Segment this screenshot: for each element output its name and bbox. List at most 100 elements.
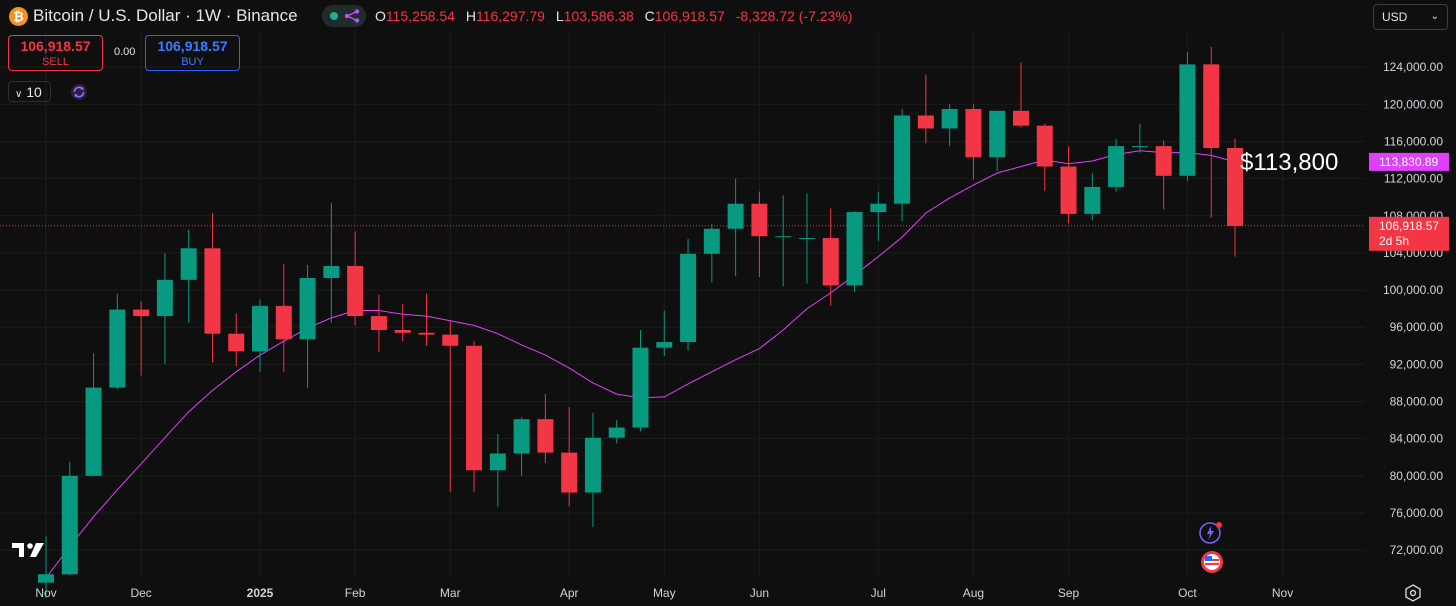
candle-body bbox=[204, 248, 221, 334]
spread-value: 0.00 bbox=[114, 46, 136, 58]
candle[interactable] bbox=[1036, 123, 1053, 191]
ma-value-label: 113,830.89 bbox=[1379, 155, 1438, 169]
sell-button[interactable]: 106,918.57 SELL bbox=[8, 35, 103, 71]
candle-body bbox=[489, 453, 506, 471]
low-key: L bbox=[555, 8, 564, 24]
candle[interactable] bbox=[656, 310, 673, 357]
candle-body bbox=[275, 305, 292, 340]
candle[interactable] bbox=[1179, 52, 1196, 182]
high-value: 116,297.79 bbox=[475, 8, 545, 24]
candle[interactable] bbox=[1227, 138, 1243, 257]
candle[interactable] bbox=[775, 195, 792, 287]
candle[interactable] bbox=[228, 313, 245, 367]
y-tick-label: 112,000.00 bbox=[1384, 172, 1443, 186]
price-axis[interactable]: 72,000.00 76,000.00 80,000.00 84,000.00 88,0… bbox=[1383, 60, 1443, 557]
x-tick-label: Apr bbox=[560, 586, 579, 600]
candle[interactable] bbox=[798, 193, 815, 284]
candle[interactable] bbox=[466, 341, 483, 492]
candle[interactable] bbox=[846, 211, 863, 292]
candle[interactable] bbox=[156, 252, 173, 365]
candle-body bbox=[299, 277, 316, 340]
candle-body bbox=[370, 316, 387, 331]
candle[interactable] bbox=[513, 417, 530, 476]
candle[interactable] bbox=[347, 231, 364, 326]
candle-body bbox=[1131, 146, 1148, 148]
candle[interactable] bbox=[965, 104, 982, 180]
tradingview-logo-icon[interactable] bbox=[12, 540, 48, 560]
candle[interactable] bbox=[252, 299, 269, 372]
candle-body bbox=[775, 236, 792, 238]
candle[interactable] bbox=[703, 224, 720, 283]
interval-dropdown[interactable]: ∨ 10 bbox=[8, 81, 51, 102]
candle[interactable] bbox=[323, 202, 340, 323]
candle[interactable] bbox=[370, 294, 387, 353]
candle[interactable] bbox=[85, 353, 102, 476]
candle[interactable] bbox=[584, 412, 601, 527]
candle[interactable] bbox=[299, 264, 316, 388]
candle[interactable] bbox=[751, 191, 768, 278]
candle[interactable] bbox=[870, 191, 887, 241]
candle[interactable] bbox=[133, 301, 150, 376]
x-tick-label: Nov bbox=[35, 586, 56, 600]
candle[interactable] bbox=[489, 434, 506, 507]
candle[interactable] bbox=[109, 293, 126, 390]
y-tick-label: 100,000.00 bbox=[1383, 283, 1443, 297]
high-key: H bbox=[465, 8, 476, 24]
candle[interactable] bbox=[537, 394, 554, 463]
candle[interactable] bbox=[61, 461, 78, 576]
y-tick-label: 84,000.00 bbox=[1390, 432, 1444, 446]
candle[interactable] bbox=[442, 321, 459, 492]
sparkle-bolt-icon[interactable] bbox=[1198, 520, 1224, 546]
candle[interactable] bbox=[1155, 140, 1172, 210]
candle[interactable] bbox=[917, 74, 934, 144]
candle-body bbox=[751, 203, 768, 237]
candle[interactable] bbox=[204, 212, 221, 363]
candle[interactable] bbox=[394, 304, 411, 342]
buy-label: BUY bbox=[181, 56, 204, 68]
indicator-share-icon[interactable] bbox=[322, 5, 366, 27]
candle-body bbox=[418, 332, 435, 335]
candle[interactable] bbox=[1131, 123, 1148, 153]
candle[interactable] bbox=[894, 108, 911, 222]
ma-value-badge: 113,830.89 bbox=[1369, 152, 1449, 171]
candle[interactable] bbox=[822, 208, 839, 306]
sync-icon[interactable] bbox=[70, 83, 88, 101]
candle[interactable] bbox=[561, 407, 578, 507]
x-tick-label: Jul bbox=[871, 586, 886, 600]
candle-body bbox=[822, 238, 839, 286]
candle-body bbox=[917, 115, 934, 129]
candle[interactable] bbox=[418, 293, 435, 346]
candle[interactable] bbox=[727, 178, 744, 277]
candle[interactable] bbox=[989, 110, 1006, 172]
candle[interactable] bbox=[1012, 62, 1029, 128]
candle[interactable] bbox=[1060, 146, 1077, 224]
x-tick-label: Aug bbox=[963, 586, 984, 600]
candle-body bbox=[228, 333, 245, 352]
us-flag-icon[interactable] bbox=[1200, 550, 1224, 574]
y-tick-label: 96,000.00 bbox=[1390, 320, 1444, 334]
candle-body bbox=[466, 345, 483, 471]
settings-icon[interactable] bbox=[1404, 584, 1422, 602]
candle[interactable] bbox=[180, 229, 197, 323]
symbol-title[interactable]: Bitcoin / U.S. Dollar · 1W · Binance bbox=[33, 6, 298, 25]
currency-selector[interactable]: USD ⌄ bbox=[1373, 4, 1448, 30]
candle[interactable] bbox=[38, 536, 54, 599]
candle-body bbox=[85, 387, 102, 476]
candle[interactable] bbox=[680, 238, 697, 351]
candle[interactable] bbox=[1203, 46, 1220, 218]
candle[interactable] bbox=[1108, 138, 1125, 192]
buy-button[interactable]: 106,918.57 BUY bbox=[145, 35, 240, 71]
candle[interactable] bbox=[275, 264, 292, 372]
candle[interactable] bbox=[941, 104, 958, 147]
candle[interactable] bbox=[632, 330, 649, 432]
countdown-label: 2d 5h bbox=[1379, 234, 1409, 248]
candle-body bbox=[965, 108, 982, 158]
price-annotation[interactable]: $113,800 bbox=[1240, 149, 1339, 176]
candle[interactable] bbox=[608, 420, 625, 444]
candle[interactable] bbox=[1084, 173, 1101, 221]
candles bbox=[38, 46, 1243, 599]
time-axis[interactable]: Nov Dec 2025 Feb Mar Apr May Jun Jul Aug Sep Oct Nov bbox=[35, 586, 1293, 600]
last-price-badge: 106,918.57 2d 5h bbox=[1369, 216, 1449, 251]
candle-body bbox=[870, 203, 887, 213]
